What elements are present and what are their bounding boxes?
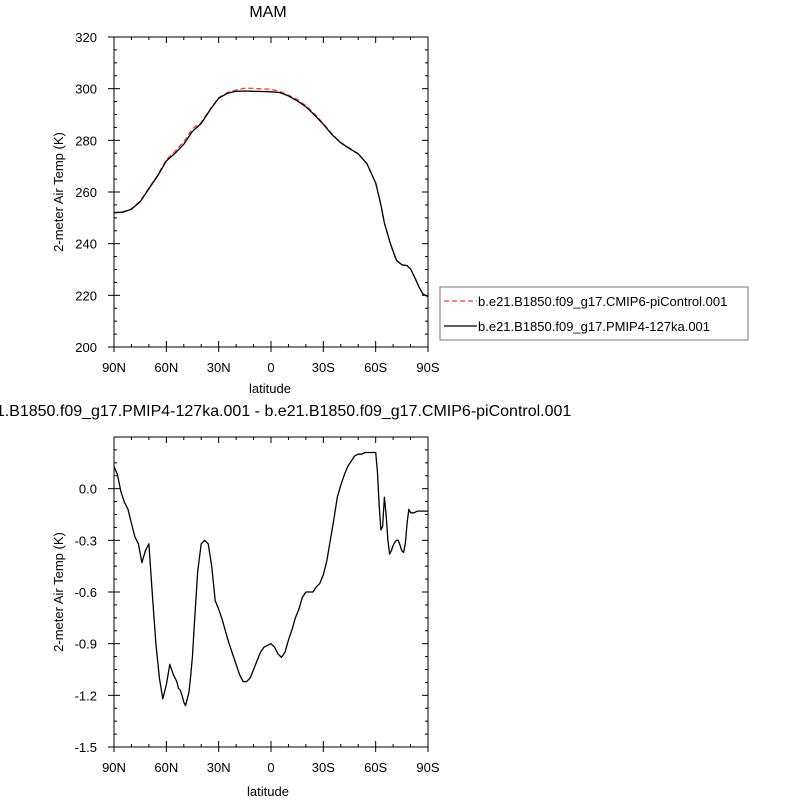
top-chart-title: MAM (249, 4, 286, 21)
bottom-y-ticks: -1.5 -1.2 -0.9 -0.6 -0.3 0.0 (75, 436, 428, 755)
top-x-axis-label: latitude (249, 381, 291, 396)
bottom-x-tick-label: 90S (416, 760, 439, 775)
bottom-x-tick-label: 30N (207, 760, 231, 775)
bottom-panel: b.e21.B1850.f09_g17.PMIP4-127ka.001 - b.… (0, 403, 571, 799)
bottom-series-line-0 (113, 451, 428, 707)
top-plot-frame (113, 36, 429, 348)
top-x-tick-label: 60S (364, 360, 387, 375)
top-x-ticks: 90N 60N 30N 0 30S 60S 90S (102, 37, 440, 375)
top-y-tick-label: 300 (75, 82, 97, 97)
bottom-plot-frame (113, 436, 429, 748)
legend: b.e21.B1850.f09_g17.CMIP6-piControl.001 … (439, 286, 749, 341)
top-y-axis-label: 2-meter Air Temp (K) (51, 132, 66, 252)
bottom-x-ticks: 90N 60N 30N 0 30S 60S 90S (102, 437, 440, 775)
top-x-tick-label: 90N (102, 360, 126, 375)
top-y-ticks: 200 220 240 260 280 300 320 (75, 30, 428, 355)
top-y-tick-label: 200 (75, 340, 97, 355)
bottom-y-tick-label: -0.6 (75, 585, 97, 600)
top-y-tick-label: 280 (75, 133, 97, 148)
top-x-tick-label: 30S (312, 360, 335, 375)
bottom-x-tick-label: 60N (154, 760, 178, 775)
top-panel: MAM 200 220 240 260 280 300 320 90N 60N 30N 0 30S 6… (51, 4, 440, 396)
bottom-x-axis-label: latitude (247, 784, 289, 799)
bottom-y-tick-label: -0.9 (75, 637, 97, 652)
bottom-y-axis-label: 2-meter Air Temp (K) (51, 532, 66, 652)
legend-label-pmip: b.e21.B1850.f09_g17.PMIP4-127ka.001 (478, 319, 710, 334)
bottom-y-tick-label: -1.5 (75, 740, 97, 755)
top-y-tick-label: 320 (75, 30, 97, 45)
bottom-y-tick-label: -0.3 (75, 533, 97, 548)
bottom-y-tick-label: 0.0 (79, 482, 97, 497)
bottom-y-tick-label: -1.2 (75, 688, 97, 703)
bottom-x-tick-label: 60S (364, 760, 387, 775)
top-series-lines (113, 87, 429, 298)
top-series-line-b-e21-b1850-f09-g17-pmip4-127ka-001 (113, 90, 429, 298)
top-x-tick-label: 30N (207, 360, 231, 375)
top-x-tick-label: 0 (267, 360, 274, 375)
top-x-tick-label: 60N (154, 360, 178, 375)
legend-box (439, 286, 749, 341)
bottom-chart-title: b.e21.B1850.f09_g17.PMIP4-127ka.001 - b.… (0, 403, 571, 420)
bottom-series-lines (113, 451, 428, 707)
bottom-x-tick-label: 30S (312, 760, 335, 775)
top-series-line-b-e21-b1850-f09-g17-cmip6-picontrol-001 (113, 87, 429, 298)
top-y-tick-label: 240 (75, 237, 97, 252)
top-x-tick-label: 90S (416, 360, 439, 375)
top-y-tick-label: 260 (75, 185, 97, 200)
bottom-x-tick-label: 90N (102, 760, 126, 775)
legend-label-control: b.e21.B1850.f09_g17.CMIP6-piControl.001 (478, 294, 727, 309)
top-y-tick-label: 220 (75, 288, 97, 303)
bottom-x-tick-label: 0 (267, 760, 274, 775)
